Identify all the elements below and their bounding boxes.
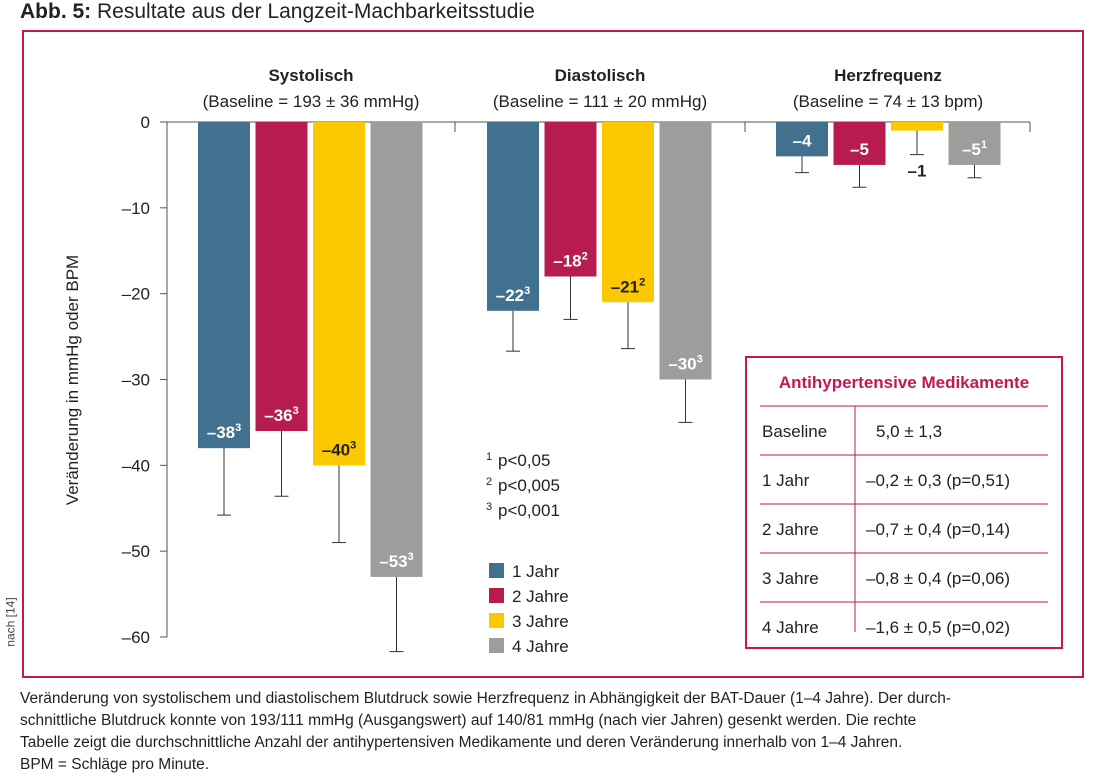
bar-value-label: –533 [379,551,414,571]
bar [602,122,654,303]
significance-marker: 3 [293,405,299,417]
bar-value-label: –363 [264,405,299,425]
chart-frame [22,30,1084,678]
y-tick-label: –20 [122,285,150,304]
group-title: Diastolisch [555,66,646,85]
table-title: Antihypertensive Medikamente [779,373,1029,392]
table-row-label: 3 Jahre [762,569,819,588]
caption-line: schnittliche Blutdruck konnte von 193/11… [20,712,917,729]
medication-table [745,356,1063,649]
table-row-value: –0,8 ± 0,4 (p=0,06) [866,569,1010,588]
legend-label: 3 Jahre [512,612,569,631]
y-tick-label: –40 [122,456,150,475]
group-subtitle: (Baseline = 111 ± 20 mmHg) [493,92,707,111]
footnote-text: p<0,005 [498,476,560,495]
footnote-marker: 1 [486,451,492,463]
bar [659,122,712,380]
footnote-text: p<0,001 [498,501,560,520]
footnote-marker: 2 [486,476,492,488]
y-tick-label: –10 [122,199,150,218]
y-tick-label: –30 [122,371,150,390]
table-row-value: –0,7 ± 0,4 (p=0,14) [866,520,1010,539]
significance-marker: 2 [582,251,588,263]
bar [487,122,539,311]
significance-marker: 2 [639,276,645,288]
bar-value-label: –1 [908,162,927,181]
bar [544,122,597,277]
bar-value-label: –223 [496,285,531,305]
table-row-value: –0,2 ± 0,3 (p=0,51) [866,471,1010,490]
bar [833,122,886,165]
table-row-label: 2 Jahre [762,520,819,539]
legend-label: 2 Jahre [512,587,569,606]
significance-marker: 3 [524,285,530,297]
legend-label: 4 Jahre [512,637,569,656]
significance-marker: 1 [981,139,987,151]
significance-marker: 3 [697,354,703,366]
bar [198,122,250,449]
footnote-marker: 3 [486,501,492,513]
bar-value-label: –5 [850,140,869,159]
legend-swatch [489,613,504,628]
figure-title: Abb. 5: Resultate aus der Langzeit-Machb… [20,0,535,24]
caption-line: Veränderung von systolischem und diastol… [20,690,952,707]
y-tick-label: –60 [122,628,150,647]
y-tick-label: 0 [141,113,150,132]
legend-swatch [489,588,504,603]
table-row-value: 5,0 ± 1,3 [876,422,942,441]
bar [891,122,943,131]
bar-value-label: –212 [611,276,646,296]
legend-swatch [489,638,504,653]
bar-value-label: –403 [322,439,357,459]
group-subtitle: (Baseline = 193 ± 36 mmHg) [203,92,420,111]
bar-value-label: –383 [207,422,242,442]
figure-title-text: Resultate aus der Langzeit-Machbarkeitss… [97,0,535,23]
figure-number: Abb. 5: [20,0,92,23]
bar [370,122,423,577]
source-note: nach [14] [3,597,18,647]
bar [776,122,828,157]
y-tick-label: –50 [122,542,150,561]
legend-label: 1 Jahr [512,562,560,581]
footnote-text: p<0,05 [498,451,550,470]
legend-swatch [489,563,504,578]
bar-value-label: –303 [668,354,703,374]
bar [313,122,365,466]
bar-value-label: –51 [962,139,987,159]
table-row-label: Baseline [762,422,827,441]
significance-marker: 3 [235,422,241,434]
significance-marker: 3 [408,551,414,563]
y-axis-label: Veränderung in mmHg oder BPM [63,255,82,505]
significance-marker: 3 [350,439,356,451]
bar-value-label: –182 [553,251,588,271]
table-row-label: 1 Jahr [762,471,810,490]
table-row-value: –1,6 ± 0,5 (p=0,02) [866,618,1010,637]
caption-line: Tabelle zeigt die durchschnittliche Anza… [20,734,903,751]
bar [255,122,308,431]
bar-value-label: –4 [793,131,812,150]
group-subtitle: (Baseline = 74 ± 13 bpm) [793,92,983,111]
figure-caption: Veränderung von systolischem und diastol… [20,688,1090,776]
bar [948,122,1001,165]
table-row-label: 4 Jahre [762,618,819,637]
caption-line: BPM = Schläge pro Minute. [20,756,210,773]
group-title: Systolisch [268,66,353,85]
group-title: Herzfrequenz [834,66,942,85]
